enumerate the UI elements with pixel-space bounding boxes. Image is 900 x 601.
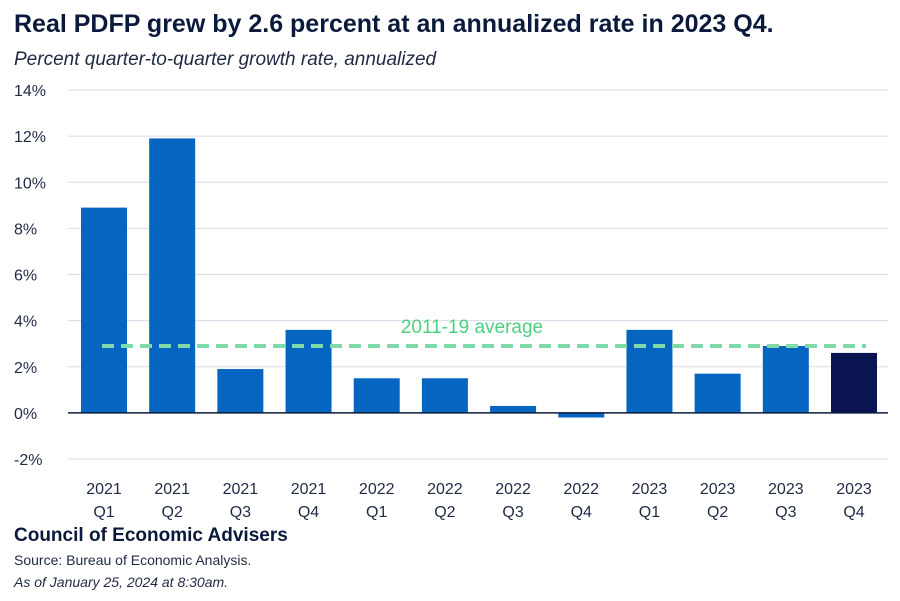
x-tick-label-year: 2021: [86, 481, 122, 498]
x-tick-label-quarter: Q3: [230, 504, 251, 521]
x-tick-label-quarter: Q3: [775, 504, 796, 521]
y-tick-label: 6%: [14, 268, 37, 285]
x-tick-label-year: 2022: [359, 481, 395, 498]
x-tick-label-quarter: Q4: [571, 504, 592, 521]
footer-organization: Council of Economic Advisers: [14, 525, 288, 546]
y-tick-label: 4%: [14, 314, 37, 331]
x-tick-label-quarter: Q4: [843, 504, 864, 521]
x-tick-label-quarter: Q3: [502, 504, 523, 521]
footer-source: Source: Bureau of Economic Analysis.: [14, 552, 252, 568]
x-tick-label-quarter: Q2: [434, 504, 455, 521]
x-tick-label-year: 2021: [223, 481, 259, 498]
x-tick-label-year: 2022: [427, 481, 463, 498]
x-tick-label-year: 2021: [291, 481, 327, 498]
y-tick-label: 14%: [14, 83, 46, 100]
bar: [490, 405, 537, 413]
bar: [353, 378, 400, 413]
bar: [149, 138, 196, 413]
x-tick-label-quarter: Q1: [93, 504, 114, 521]
bar: [285, 329, 332, 413]
bar: [81, 207, 127, 413]
x-tick-label-year: 2023: [632, 481, 668, 498]
y-tick-label: 12%: [14, 129, 46, 146]
x-tick-label-year: 2023: [700, 481, 736, 498]
bar: [762, 345, 809, 413]
y-tick-label: -2%: [14, 452, 42, 469]
x-tick-label-quarter: Q2: [707, 504, 728, 521]
x-tick-label-quarter: Q1: [366, 504, 387, 521]
y-tick-label: 8%: [14, 221, 37, 238]
x-tick-label-quarter: Q1: [639, 504, 660, 521]
chart-subtitle: Percent quarter-to-quarter growth rate, …: [14, 49, 437, 70]
bar: [558, 412, 605, 418]
x-tick-label-quarter: Q2: [162, 504, 183, 521]
y-tick-label: 2%: [14, 360, 37, 377]
y-tick-label: 0%: [14, 406, 37, 423]
bar: [421, 378, 468, 413]
chart-title: Real PDFP grew by 2.6 percent at an annu…: [14, 10, 774, 38]
bar: [626, 329, 673, 413]
x-tick-label-year: 2022: [563, 481, 599, 498]
x-tick-label-year: 2023: [836, 481, 872, 498]
average-line-label: 2011-19 average: [401, 317, 543, 338]
bar: [217, 369, 264, 413]
bar: [694, 373, 741, 413]
bar: [831, 352, 877, 413]
footer-date: As of January 25, 2024 at 8:30am.: [14, 574, 229, 590]
x-tick-label-year: 2022: [495, 481, 531, 498]
x-tick-label-year: 2023: [768, 481, 804, 498]
x-tick-label-quarter: Q4: [298, 504, 319, 521]
x-tick-label-year: 2021: [154, 481, 190, 498]
y-tick-label: 10%: [14, 175, 46, 192]
